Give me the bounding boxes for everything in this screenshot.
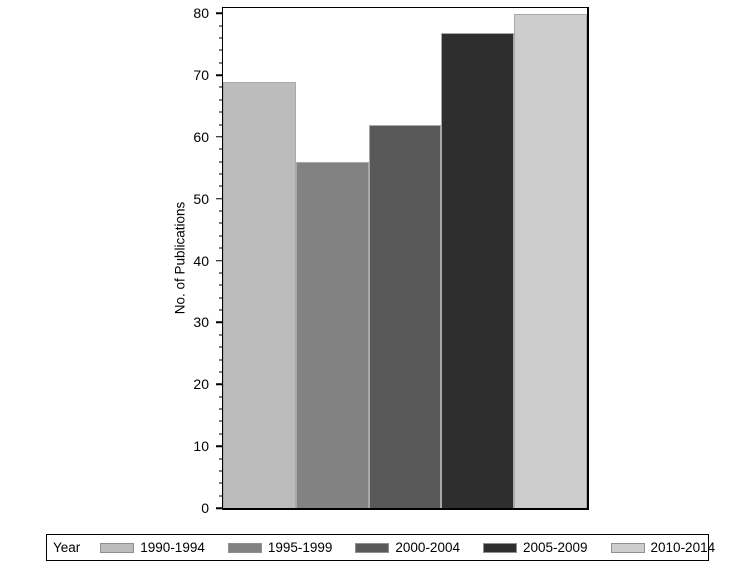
legend-label-2000-2004: 2000-2004 xyxy=(395,540,460,555)
y-tick-major-40 xyxy=(216,259,222,262)
y-tick-minor xyxy=(218,482,222,484)
y-tick-minor xyxy=(218,173,222,175)
y-axis: 0 10 20 30 40 50 60 70 80 xyxy=(0,5,222,515)
y-tick-minor xyxy=(218,124,222,126)
y-tick-minor xyxy=(218,148,222,150)
legend-swatch-1990-1994 xyxy=(100,542,135,553)
legend-item-1995-1999: 1995-1999 xyxy=(227,540,333,555)
legend-item-2010-2014: 2010-2014 xyxy=(610,540,716,555)
y-tick-major-20 xyxy=(216,383,222,386)
y-tick-minor xyxy=(218,111,222,113)
legend: Year 1990-1994 1995-1999 2000-2004 2005-200… xyxy=(46,534,715,561)
y-tick-major-30 xyxy=(216,321,222,324)
y-tick-label-0: 0 xyxy=(201,500,209,516)
y-tick-major-80 xyxy=(216,12,222,14)
y-tick-minor xyxy=(218,185,222,187)
legend-swatch-1995-1999 xyxy=(227,542,262,553)
y-tick-minor xyxy=(218,297,222,299)
y-tick-label-10: 10 xyxy=(193,438,209,455)
y-tick-label-60: 60 xyxy=(193,128,209,145)
y-tick-minor xyxy=(218,86,222,88)
legend-swatch-2010-2014 xyxy=(610,542,645,553)
y-tick-minor xyxy=(218,161,222,163)
y-tick-minor xyxy=(218,408,222,410)
y-tick-label-40: 40 xyxy=(193,252,209,269)
y-tick-label-30: 30 xyxy=(193,314,209,331)
y-tick-minor xyxy=(218,420,222,422)
y-tick-minor xyxy=(218,247,222,249)
y-tick-minor xyxy=(218,99,222,101)
legend-label-2010-2014: 2010-2014 xyxy=(650,540,716,555)
y-tick-minor xyxy=(218,49,222,51)
y-tick-major-70 xyxy=(216,74,222,76)
y-tick-minor xyxy=(218,346,222,348)
y-tick-major-0 xyxy=(216,507,222,509)
y-tick-minor xyxy=(218,25,222,27)
y-tick-label-80: 80 xyxy=(193,5,209,22)
y-tick-minor xyxy=(218,334,222,336)
legend-items: 1990-1994 1995-1999 2000-2004 2005-2009 2010… xyxy=(100,540,715,555)
y-tick-minor xyxy=(218,495,222,497)
legend-swatch-2000-2004 xyxy=(355,542,390,553)
y-tick-minor xyxy=(218,284,222,286)
y-tick-minor xyxy=(218,37,222,39)
legend-label-2005-2009: 2005-2009 xyxy=(522,540,588,555)
y-tick-minor xyxy=(218,309,222,311)
y-tick-minor xyxy=(218,210,222,212)
y-tick-minor xyxy=(218,272,222,274)
y-tick-major-60 xyxy=(216,136,222,138)
y-tick-minor xyxy=(218,62,222,64)
y-tick-minor xyxy=(218,396,222,398)
legend-title: Year xyxy=(53,540,81,555)
bar-1990-1994 xyxy=(223,82,296,508)
y-tick-minor xyxy=(218,433,222,435)
y-tick-minor xyxy=(218,222,222,224)
y-tick-label-20: 20 xyxy=(193,376,209,393)
y-tick-minor xyxy=(218,470,222,472)
y-tick-label-70: 70 xyxy=(193,67,209,84)
y-tick-label-50: 50 xyxy=(193,190,209,207)
y-tick-minor xyxy=(218,458,222,460)
legend-label-1990-1994: 1990-1994 xyxy=(140,540,205,555)
legend-item-1990-1994: 1990-1994 xyxy=(100,540,205,555)
y-tick-minor xyxy=(218,359,222,361)
legend-label-1995-1999: 1995-1999 xyxy=(267,540,333,555)
bar-2000-2004 xyxy=(368,125,442,508)
bar-1995-1999 xyxy=(295,162,369,508)
plot-area xyxy=(222,7,589,510)
y-tick-minor xyxy=(218,371,222,373)
y-tick-major-10 xyxy=(216,445,222,447)
bar-2005-2009 xyxy=(441,32,515,508)
y-tick-minor xyxy=(218,235,222,237)
legend-item-2005-2009: 2005-2009 xyxy=(482,540,588,555)
legend-item-2000-2004: 2000-2004 xyxy=(355,540,460,555)
bar-2010-2014 xyxy=(514,14,587,508)
y-tick-major-50 xyxy=(216,197,222,200)
legend-swatch-2005-2009 xyxy=(482,542,517,553)
